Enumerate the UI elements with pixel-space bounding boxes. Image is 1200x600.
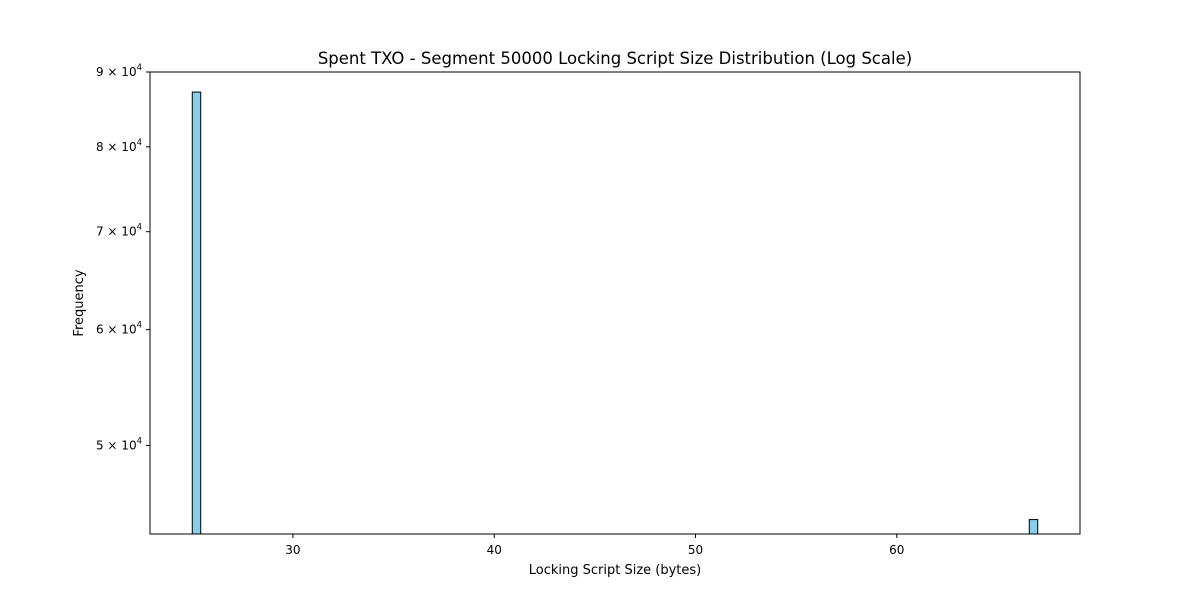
bars-group (191, 91, 1039, 535)
y-tick-label: 7 × 104 (96, 223, 142, 239)
y-tick-label: 8 × 104 (96, 138, 142, 154)
x-axis-ticks: 30 40 50 60 (285, 534, 904, 557)
y-tick-label: 9 × 104 (96, 63, 142, 79)
x-tick-label: 30 (285, 543, 300, 557)
x-axis-label: Locking Script Size (bytes) (529, 563, 702, 578)
y-axis-ticks: 5 × 104 6 × 104 7 × 104 8 × 104 9 × 104 (96, 63, 150, 453)
histogram-bar (1028, 519, 1039, 535)
x-tick-label: 50 (688, 543, 703, 557)
x-tick-label: 60 (889, 543, 904, 557)
y-tick-label: 6 × 104 (96, 321, 142, 337)
y-tick-label: 5 × 104 (96, 437, 142, 453)
plot-area-frame (149, 71, 1081, 535)
chart-title: Spent TXO - Segment 50000 Locking Script… (318, 49, 912, 68)
x-tick-label: 40 (487, 543, 502, 557)
histogram-bar (191, 91, 202, 535)
y-axis-label: Frequency (72, 269, 87, 336)
